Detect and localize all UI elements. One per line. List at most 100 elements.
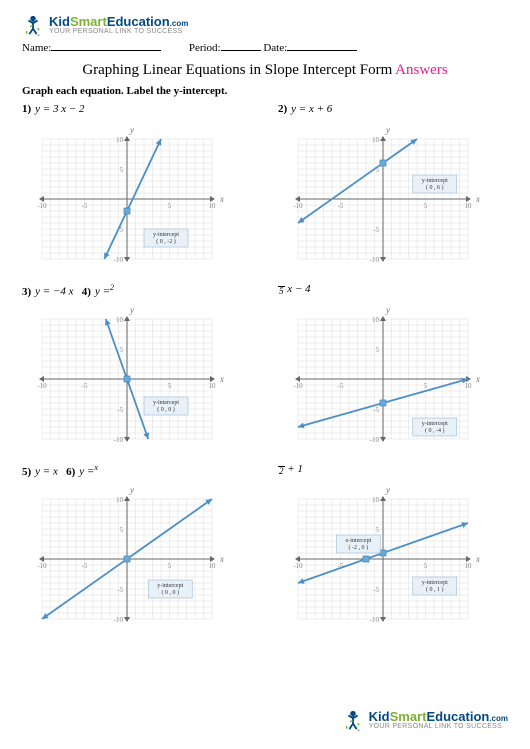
chart-2: -10-5510-10-5510xyy-intercept( 0 , 6 ) bbox=[278, 119, 488, 279]
date-blank[interactable] bbox=[287, 50, 357, 51]
logo-kid: Kid bbox=[49, 14, 70, 29]
svg-text:( 0 , 0 ): ( 0 , 0 ) bbox=[162, 589, 180, 596]
svg-text:y: y bbox=[385, 485, 390, 495]
logo-text: KidSmartEducation.com YOUR PERSONAL LINK… bbox=[49, 15, 188, 35]
svg-text:-10: -10 bbox=[370, 616, 380, 624]
svg-text:-10: -10 bbox=[114, 256, 124, 264]
svg-text:5: 5 bbox=[120, 526, 124, 534]
period-blank[interactable] bbox=[221, 50, 261, 51]
footer-logo-smart: Smart bbox=[390, 709, 427, 724]
footer-logo-tagline: YOUR PERSONAL LINK TO SUCCESS bbox=[369, 723, 508, 730]
logo-icon bbox=[22, 14, 44, 36]
logo-edu: Education bbox=[107, 14, 170, 29]
svg-text:5: 5 bbox=[376, 526, 380, 534]
equation-1: 1)y = 3 x − 2 bbox=[22, 103, 252, 117]
problem-5: 5)y = x 6)y =x -10-5510-10-5510xyy-inter… bbox=[22, 463, 252, 639]
svg-text:-5: -5 bbox=[373, 406, 379, 414]
svg-text:-10: -10 bbox=[37, 562, 47, 570]
equation-5: 5)y = x 6)y =x bbox=[22, 463, 252, 477]
eq6-body: y = bbox=[79, 466, 94, 478]
eq1-num: 1) bbox=[22, 103, 31, 115]
eq6-sup: x bbox=[94, 463, 98, 472]
svg-text:-10: -10 bbox=[293, 382, 303, 390]
logo-smart: Smart bbox=[70, 14, 107, 29]
student-fields: Name: Period: Date: bbox=[22, 42, 508, 54]
svg-text:5: 5 bbox=[168, 382, 172, 390]
eq3-body: y = −4 x bbox=[35, 286, 73, 298]
name-label: Name: bbox=[22, 42, 51, 54]
svg-text:y: y bbox=[129, 125, 134, 135]
svg-text:-10: -10 bbox=[370, 256, 380, 264]
svg-text:y-intercept: y-intercept bbox=[153, 400, 179, 406]
svg-text:( 0 , 6 ): ( 0 , 6 ) bbox=[426, 184, 444, 191]
chart-1: -10-5510-10-5510xyy-intercept( 0 , -2 ) bbox=[22, 119, 232, 279]
svg-text:-5: -5 bbox=[82, 202, 88, 210]
svg-text:-10: -10 bbox=[114, 436, 124, 444]
eq4-num: 4) bbox=[82, 286, 91, 298]
svg-text:-5: -5 bbox=[82, 562, 88, 570]
svg-text:x: x bbox=[219, 554, 224, 564]
svg-text:5: 5 bbox=[120, 166, 124, 174]
chart-6: -10-5510-10-5510xyy-intercept( 0 , 1 )x-… bbox=[278, 479, 488, 639]
equation-3: 3) y = −4 x 4) y =2 bbox=[22, 283, 252, 297]
svg-text:( -2 , 0 ): ( -2 , 0 ) bbox=[349, 544, 369, 551]
svg-text:-10: -10 bbox=[37, 202, 47, 210]
chart-4: -10-5510-10-5510xyy-intercept( 0 , -4 ) bbox=[278, 299, 488, 459]
svg-text:5: 5 bbox=[424, 382, 428, 390]
svg-text:-5: -5 bbox=[373, 586, 379, 594]
equation-2: 2)y = x + 6 bbox=[278, 103, 508, 117]
svg-text:10: 10 bbox=[372, 496, 380, 504]
period-label: Period: bbox=[189, 42, 221, 54]
page-title: Graphing Linear Equations in Slope Inter… bbox=[22, 62, 508, 79]
svg-text:( 0 , 1 ): ( 0 , 1 ) bbox=[426, 586, 444, 593]
svg-text:10: 10 bbox=[116, 316, 124, 324]
problem-2: 2)y = x + 6 -10-5510-10-5510xyy-intercep… bbox=[278, 103, 508, 279]
eq2-num: 2) bbox=[278, 103, 287, 115]
footer-logo-edu: Education bbox=[426, 709, 489, 724]
eq5-body: y = x bbox=[35, 466, 58, 478]
eq4-frac-d: 5 bbox=[278, 287, 285, 296]
name-blank[interactable] bbox=[51, 50, 161, 51]
svg-text:10: 10 bbox=[372, 136, 380, 144]
svg-text:y-intercept: y-intercept bbox=[422, 421, 448, 427]
svg-text:-10: -10 bbox=[114, 616, 124, 624]
header-logo: KidSmartEducation.com YOUR PERSONAL LINK… bbox=[22, 14, 508, 36]
eq4-body: y = bbox=[95, 286, 110, 298]
svg-text:10: 10 bbox=[465, 562, 473, 570]
svg-text:x: x bbox=[475, 194, 480, 204]
svg-text:x: x bbox=[219, 194, 224, 204]
svg-text:10: 10 bbox=[209, 382, 217, 390]
eq4-sup: 2 bbox=[110, 283, 114, 292]
svg-text:-5: -5 bbox=[338, 202, 344, 210]
svg-text:y: y bbox=[129, 485, 134, 495]
svg-text:10: 10 bbox=[372, 316, 380, 324]
svg-text:( 0 , -2 ): ( 0 , -2 ) bbox=[156, 238, 176, 245]
svg-text:-5: -5 bbox=[82, 382, 88, 390]
svg-text:y-intercept: y-intercept bbox=[157, 583, 183, 589]
svg-text:-10: -10 bbox=[293, 562, 303, 570]
eq3-num: 3) bbox=[22, 286, 31, 298]
svg-text:-10: -10 bbox=[370, 436, 380, 444]
svg-text:5: 5 bbox=[168, 202, 172, 210]
svg-text:5: 5 bbox=[120, 346, 124, 354]
eq6-frac-d: 2 bbox=[278, 467, 285, 476]
svg-text:5: 5 bbox=[168, 562, 172, 570]
equation-4: 5 x − 4 bbox=[278, 283, 508, 297]
svg-text:-5: -5 bbox=[117, 406, 123, 414]
eq6-rest: + 1 bbox=[285, 463, 303, 475]
svg-text:y-intercept: y-intercept bbox=[153, 232, 179, 238]
title-answers: Answers bbox=[395, 62, 448, 78]
logo-dotcom: .com bbox=[170, 19, 189, 28]
svg-text:-5: -5 bbox=[117, 586, 123, 594]
problem-3: 3)y = −4 x 4)y =2 -10-5510-10-5510xyy-in… bbox=[22, 283, 252, 459]
svg-text:y-intercept: y-intercept bbox=[422, 580, 448, 586]
problem-1: 1)y = 3 x − 2 -10-5510-10-5510xyy-interc… bbox=[22, 103, 252, 279]
svg-text:y: y bbox=[129, 305, 134, 315]
problem-6: 2 + 1 -10-5510-10-5510xyy-intercept( 0 ,… bbox=[278, 463, 508, 639]
logo-tagline: YOUR PERSONAL LINK TO SUCCESS bbox=[49, 28, 188, 35]
footer-logo-dotcom: .com bbox=[489, 714, 508, 723]
eq5-num: 5) bbox=[22, 466, 31, 478]
svg-text:10: 10 bbox=[465, 202, 473, 210]
footer-logo-icon bbox=[342, 709, 364, 731]
svg-text:10: 10 bbox=[116, 496, 124, 504]
